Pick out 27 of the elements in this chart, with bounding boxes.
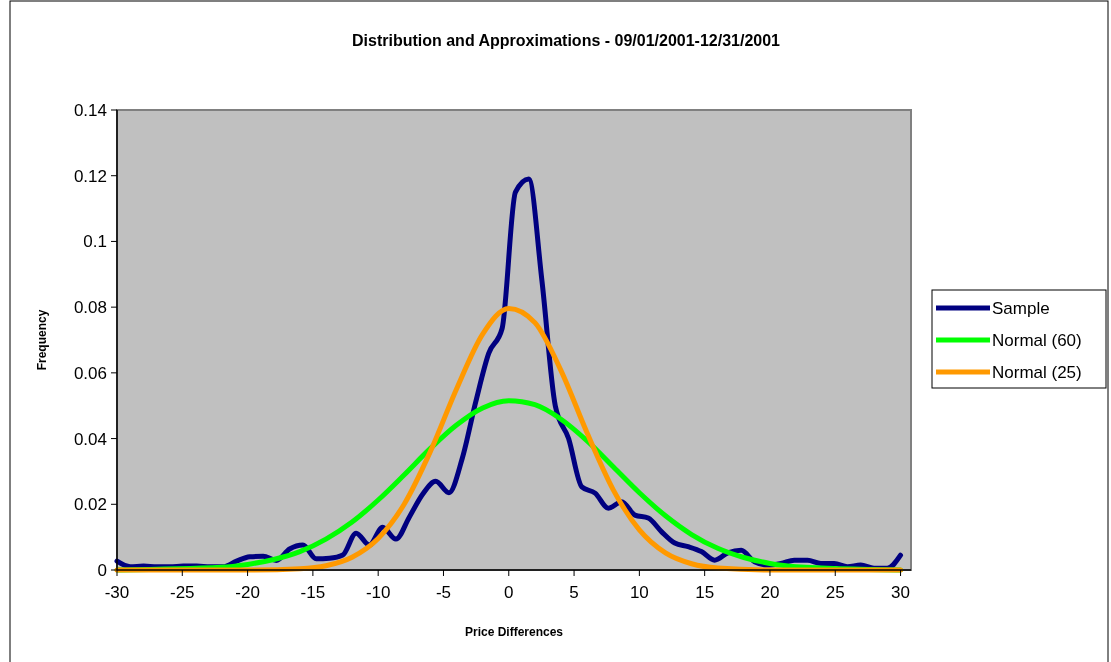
y-tick-label: 0.04 [73,429,107,449]
x-tick-label: 0 [504,583,514,602]
x-tick-label: -5 [435,583,452,602]
x-tick-label: 30 [891,583,911,602]
x-tick-label: 5 [569,583,579,602]
x-axis-title: Price Differences [464,625,564,639]
y-tick-label: 0.14 [73,100,107,120]
y-tick-label: 0.08 [73,298,107,318]
y-axis-title: Frequency [35,309,49,371]
x-tick-label: 25 [825,583,845,602]
legend-label: Normal (25) [992,362,1082,382]
legend-label: Sample [992,298,1050,318]
x-tick-label: 15 [695,583,715,602]
legend-label: Normal (60) [992,330,1082,350]
y-tick-label: 0.12 [73,166,107,186]
y-tick-label: 0.06 [73,363,107,383]
y-tick-label: 0.02 [73,495,107,515]
x-tick-label: 20 [760,583,780,602]
x-tick-label: -25 [170,583,195,602]
x-tick-label: 10 [629,583,649,602]
chart-title: Distribution and Approximations - 09/01/2001-12/31/2001 [352,32,781,49]
y-tick-label: 0.1 [83,232,107,252]
x-tick-label: -20 [235,583,260,602]
x-tick-label: -30 [104,583,130,602]
y-tick-label: 0 [97,560,107,580]
x-tick-label: -10 [365,583,391,602]
x-tick-label: -15 [300,583,326,602]
